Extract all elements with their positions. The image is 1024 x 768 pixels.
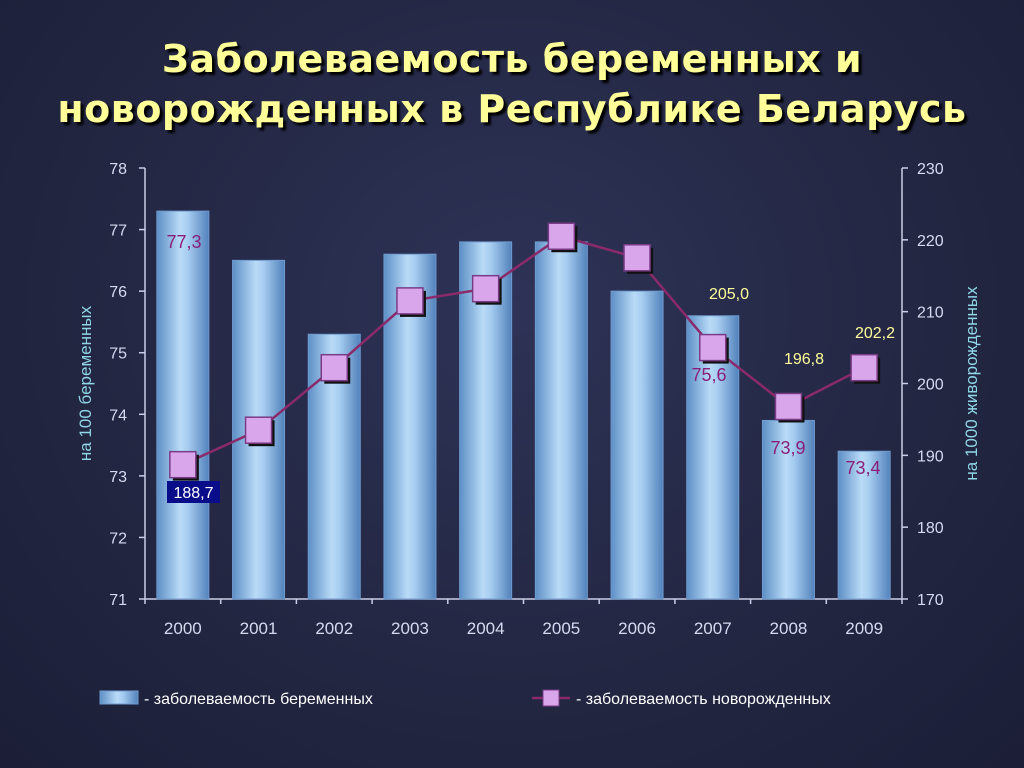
line-point [244, 416, 273, 444]
line-point [547, 222, 576, 250]
bar [761, 419, 815, 600]
data-labels: 77,3 75,6 73,9 73,4 188,7 205,0 196,8 202,2 [166, 232, 895, 503]
bar-data-label: 73,9 [770, 438, 805, 458]
x-tick-label: 2000 [164, 619, 202, 638]
x-tick-label: 2008 [770, 619, 808, 638]
legend-line-label: - заболеваемость новорожденных [576, 691, 831, 708]
line-point [169, 450, 197, 479]
right-tick-label: 220 [917, 233, 944, 250]
x-tick-label: 2007 [694, 619, 732, 638]
left-tick-label: 73 [109, 469, 127, 486]
line-data-label: 205,0 [709, 286, 749, 303]
x-tick-label: 2004 [467, 619, 505, 638]
right-axis-title: на 1000 живорожденных [962, 286, 981, 481]
legend-line-marker [542, 689, 560, 707]
bar-data-label: 77,3 [166, 232, 201, 252]
line-point [699, 333, 727, 362]
bar-series [156, 210, 891, 600]
left-tick-label: 77 [109, 223, 127, 240]
right-tick-label: 180 [917, 520, 944, 537]
left-tick-label: 76 [109, 284, 127, 301]
right-tick-label: 230 [917, 161, 944, 178]
x-tick-label: 2005 [542, 619, 580, 638]
line-point [396, 287, 424, 315]
bar [610, 290, 664, 600]
left-tick-label: 74 [109, 407, 127, 424]
legend-bar-swatch [99, 690, 139, 705]
chart-title: Заболеваемость беременных и новорожденны… [0, 34, 1024, 134]
bar [534, 241, 588, 600]
left-tick-label: 78 [109, 161, 127, 178]
line-series [169, 222, 881, 481]
axes: 71 72 73 74 75 76 77 78 170 180 190 200 210 220 230 200… [76, 161, 981, 638]
bar [156, 210, 210, 600]
line-data-label: 188,7 [173, 485, 213, 502]
x-tick-label: 2006 [618, 619, 656, 638]
legend-bar-label: - заболеваемость беременных [144, 691, 373, 708]
line-point [850, 353, 878, 382]
legend: - заболеваемость беременных - заболеваемо… [99, 689, 831, 708]
left-axis-title: на 100 беременных [76, 305, 95, 461]
x-tick-label: 2009 [845, 619, 883, 638]
right-tick-label: 200 [917, 377, 944, 394]
left-tick-label: 72 [109, 530, 127, 547]
right-tick-label: 210 [917, 305, 944, 322]
right-tick-label: 170 [917, 592, 944, 609]
bar-data-label: 73,4 [845, 458, 880, 478]
left-tick-label: 75 [109, 346, 127, 363]
x-tick-label: 2002 [315, 619, 353, 638]
line-point [623, 244, 651, 272]
line-point [471, 274, 500, 303]
series-line [182, 234, 865, 466]
chart-title-line-2: новорожденных в Республике Беларусь [57, 87, 967, 131]
line-data-label: 196,8 [784, 351, 824, 368]
line-label-box [167, 481, 220, 503]
x-tick-label: 2003 [391, 619, 429, 638]
line-point [774, 392, 803, 421]
bar-data-label: 75,6 [691, 365, 726, 385]
line-data-label: 202,2 [855, 325, 895, 342]
line-point [320, 353, 348, 382]
chart-title-line-1: Заболеваемость беременных и [161, 37, 863, 81]
right-tick-label: 190 [917, 448, 944, 465]
left-tick-label: 71 [109, 592, 127, 609]
bar [837, 450, 891, 600]
x-tick-label: 2001 [240, 619, 278, 638]
